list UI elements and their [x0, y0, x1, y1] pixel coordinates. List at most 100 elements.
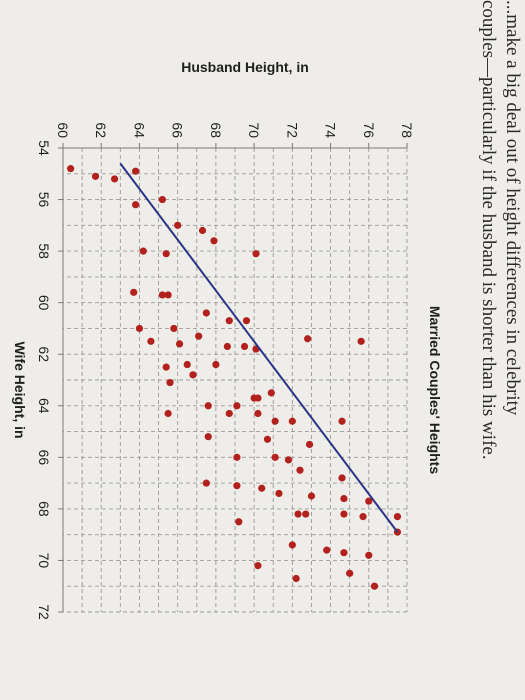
data-point: [305, 440, 314, 449]
data-point: [271, 453, 279, 461]
data-point: [357, 337, 365, 345]
x-axis-title: Wife Height, in: [12, 341, 28, 438]
data-point: [233, 482, 241, 490]
data-point: [258, 484, 266, 492]
data-point: [91, 172, 100, 180]
x-tick-label: 68: [36, 501, 52, 517]
trend-line-group: [119, 162, 399, 533]
data-point: [189, 371, 197, 379]
data-point: [225, 409, 233, 418]
data-point: [223, 342, 231, 351]
y-tick-label: 76: [361, 122, 377, 138]
data-point: [365, 551, 373, 559]
data-point: [158, 291, 166, 299]
x-tick-label: 70: [36, 553, 52, 569]
data-point: [346, 569, 354, 577]
grid: [62, 147, 408, 613]
data-point: [370, 582, 379, 590]
trend-line: [119, 162, 399, 533]
data-point: [271, 417, 279, 425]
data-point: [284, 456, 293, 464]
x-tick-label: 64: [36, 398, 52, 414]
y-axis-title: Husband Height, in: [181, 59, 309, 75]
data-point: [202, 479, 210, 487]
y-tick-label: 62: [93, 122, 109, 138]
data-point: [254, 409, 262, 418]
y-tick-label: 60: [55, 122, 71, 138]
data-point: [233, 402, 241, 410]
data-point: [240, 342, 249, 351]
data-point: [263, 435, 272, 443]
tick-labels: 54 56 58 60 62 64 66 68 70 72 60 62 64 66 68 70 72 74 76 78: [36, 122, 415, 620]
data-point: [296, 466, 304, 474]
data-point: [340, 510, 348, 518]
data-point: [275, 489, 283, 498]
y-tick-label: 64: [131, 122, 147, 138]
data-point: [139, 247, 147, 255]
data-point: [393, 513, 402, 521]
data-point: [338, 474, 346, 482]
data-point: [174, 221, 182, 229]
data-point: [170, 324, 178, 333]
data-point: [252, 250, 260, 258]
x-tick-label: 60: [36, 295, 52, 311]
data-point: [302, 510, 310, 518]
data-point: [164, 291, 172, 299]
data-point: [132, 167, 140, 175]
chart-title: Married Couples' Heights: [427, 306, 443, 474]
data-point: [235, 518, 243, 526]
data-point: [242, 317, 251, 325]
data-point: [147, 337, 155, 345]
y-tick-label: 68: [208, 122, 224, 138]
data-point: [204, 433, 212, 441]
data-point: [210, 237, 218, 245]
data-point: [204, 402, 212, 410]
data-point: [359, 513, 367, 521]
data-point: [267, 389, 275, 397]
data-point: [365, 497, 373, 505]
y-tick-label: 66: [170, 122, 186, 138]
data-point: [250, 394, 258, 402]
data-point: [233, 453, 241, 461]
data-point: [202, 309, 210, 317]
data-point: [340, 549, 348, 557]
data-point: [162, 250, 170, 258]
data-point: [323, 546, 331, 554]
data-point: [340, 494, 348, 503]
x-tick-label: 66: [36, 450, 52, 466]
y-tick-label: 70: [246, 122, 262, 138]
data-point: [164, 409, 172, 418]
data-point: [130, 288, 138, 296]
data-point: [198, 226, 207, 235]
data-point: [158, 195, 166, 204]
data-point: [67, 165, 75, 173]
data-point: [304, 335, 312, 343]
data-point: [111, 175, 119, 183]
data-point: [292, 574, 300, 583]
y-tick-label: 78: [399, 122, 415, 138]
data-point: [338, 417, 346, 425]
data-point: [288, 417, 296, 425]
data-point: [195, 332, 203, 340]
data-point: [183, 360, 191, 369]
data-point: [135, 324, 144, 333]
data-point: [294, 510, 302, 518]
data-point: [254, 562, 262, 570]
data-point: [225, 317, 233, 325]
y-tick-label: 74: [323, 122, 339, 138]
x-tick-label: 62: [36, 346, 52, 362]
axes: [58, 143, 408, 613]
data-point: [307, 492, 316, 500]
y-tick-label: 72: [284, 122, 300, 138]
data-point: [132, 201, 140, 209]
data-point: [166, 378, 174, 387]
x-tick-label: 56: [36, 192, 52, 208]
x-tick-label: 58: [36, 243, 52, 259]
data-point: [162, 363, 170, 371]
data-points: [67, 165, 402, 590]
x-tick-label: 54: [36, 140, 52, 156]
data-point: [212, 360, 220, 369]
data-point: [288, 541, 296, 549]
